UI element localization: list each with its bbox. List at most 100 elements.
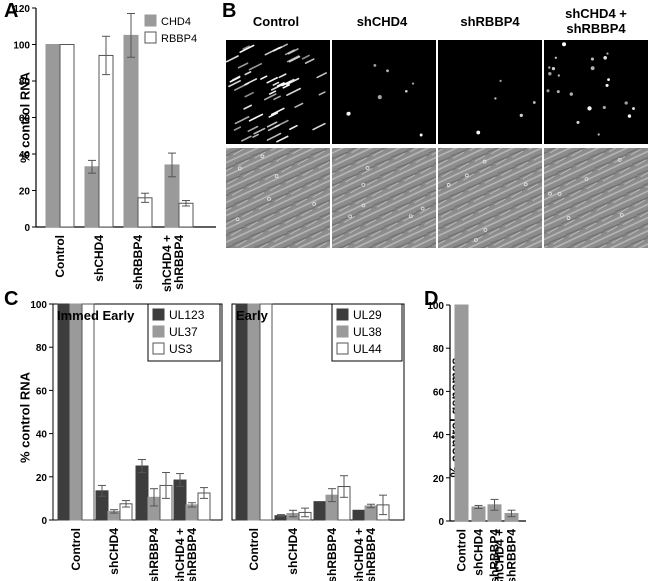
category-label: Control bbox=[455, 529, 469, 572]
fluorescent-cell bbox=[244, 71, 252, 76]
fluorescent-cell bbox=[373, 63, 377, 67]
category-label-line: shCHD4 + bbox=[173, 528, 187, 581]
phase-cell-spot bbox=[464, 173, 469, 178]
micrograph-col-label-shrbbp4: shRBBP4 bbox=[460, 14, 520, 29]
fluorescent-cell bbox=[270, 82, 286, 91]
y-tick-label: 60 bbox=[433, 387, 445, 398]
category-label-line: shCHD4 bbox=[286, 528, 300, 575]
legend-swatch-rbbp4 bbox=[144, 31, 157, 44]
fluorescent-cell bbox=[243, 104, 253, 110]
category-label: shRBBP4 bbox=[325, 528, 339, 581]
fluorescent-cell bbox=[548, 72, 552, 76]
category-label-line: shCHD4 bbox=[92, 235, 106, 282]
y-tick-label: 80 bbox=[19, 77, 31, 88]
phase-cell-spot bbox=[482, 159, 487, 164]
fluorescent-cell bbox=[234, 116, 250, 125]
fluorescent-cell bbox=[569, 92, 573, 96]
legend-label-ul123: UL123 bbox=[169, 308, 205, 322]
phase-cell-spot bbox=[361, 183, 366, 187]
fluorescent-cell bbox=[562, 42, 567, 47]
phase-cell-spot bbox=[235, 217, 240, 222]
fluorescent-cell bbox=[270, 107, 285, 116]
fluorescent-cell bbox=[239, 44, 255, 53]
y-tick-label: 40 bbox=[433, 431, 445, 442]
y-tick-label: 0 bbox=[24, 223, 30, 234]
fluorescent-cell bbox=[532, 101, 536, 104]
legend-label-ul38: UL38 bbox=[353, 325, 382, 339]
category-label-line: Control bbox=[455, 529, 469, 572]
micrograph-col-label-shchd4: shCHD4 bbox=[356, 14, 408, 29]
fluorescent-cell bbox=[632, 107, 635, 110]
legend-label-ul37: UL37 bbox=[169, 325, 198, 339]
fluorescence-image-2 bbox=[438, 40, 542, 144]
fluorescent-cell bbox=[286, 87, 301, 96]
chart-title: Immed Early bbox=[57, 308, 135, 323]
fluorescent-cell bbox=[499, 79, 502, 82]
category-label-line: shRBBP4 bbox=[325, 528, 339, 581]
category-label: shRBBP4 bbox=[488, 529, 502, 581]
phase-cell-spot bbox=[523, 182, 528, 187]
category-label-line: shRBBP4 bbox=[488, 529, 502, 581]
phase-cell-spot bbox=[619, 213, 624, 217]
fluorescent-cell bbox=[590, 57, 595, 61]
phase-cell-spot bbox=[446, 183, 451, 187]
fluorescence-image-3 bbox=[544, 40, 648, 144]
fluorescent-cell bbox=[233, 126, 242, 131]
fluorescent-cell bbox=[276, 82, 285, 87]
bar-ul44-0 bbox=[259, 303, 273, 521]
bar-rbbp4-0 bbox=[59, 44, 75, 228]
panel-letter-c: C bbox=[4, 288, 19, 310]
fluorescent-cell bbox=[294, 102, 304, 109]
phase-contrast-image-1 bbox=[332, 148, 436, 248]
panel-letter-a: A bbox=[4, 0, 19, 22]
fluorescent-cell bbox=[284, 49, 296, 56]
fluorescent-cell bbox=[386, 69, 389, 73]
fluorescent-cell bbox=[576, 120, 580, 124]
fluorescent-cell bbox=[244, 78, 258, 86]
fluorescent-cell bbox=[268, 90, 277, 95]
fluorescent-cell bbox=[264, 47, 280, 56]
fluorescent-cell bbox=[318, 91, 326, 96]
fluorescent-cell bbox=[228, 79, 241, 88]
fluorescent-cell bbox=[316, 72, 327, 79]
legend-label-us3: US3 bbox=[169, 342, 193, 356]
fluorescent-cell bbox=[551, 67, 556, 71]
micrograph-col-label-control: Control bbox=[252, 14, 300, 29]
category-label-line: shCHD4 + bbox=[493, 529, 507, 581]
fluorescent-cell bbox=[548, 66, 551, 69]
category-label: shCHD4 +shRBBP4 bbox=[160, 235, 186, 292]
fluorescence-image-1 bbox=[332, 40, 436, 144]
category-label-line: Control bbox=[69, 528, 83, 571]
phase-contrast-image-0 bbox=[226, 148, 330, 248]
fluorescence-image-0 bbox=[226, 40, 330, 144]
legend-label-ul44: UL44 bbox=[353, 342, 382, 356]
y-tick-label: 20 bbox=[433, 474, 445, 485]
legend-label-ul29: UL29 bbox=[353, 308, 382, 322]
category-label: Control bbox=[53, 235, 67, 278]
fluorescent-cell bbox=[273, 95, 281, 101]
y-tick-label: 80 bbox=[36, 343, 48, 354]
phase-cell-spot bbox=[365, 166, 370, 170]
phase-cell-spot bbox=[420, 206, 425, 211]
fluorescent-cell bbox=[268, 112, 279, 118]
category-label-line: Control bbox=[247, 528, 261, 571]
category-label: shCHD4 +shRBBP4 bbox=[493, 529, 519, 581]
category-label-line: shCHD4 bbox=[107, 528, 121, 575]
legend-label-chd4: CHD4 bbox=[161, 16, 191, 28]
legend-swatch-ul29 bbox=[336, 308, 349, 321]
fluorescent-cell bbox=[266, 121, 278, 128]
category-label: shCHD4 bbox=[472, 529, 486, 576]
category-label-line: shRBBP4 bbox=[172, 235, 186, 290]
fluorescent-cell bbox=[263, 93, 277, 101]
fluorescent-cell bbox=[557, 74, 560, 77]
fluorescent-cell bbox=[285, 77, 300, 86]
fluorescent-cell bbox=[590, 66, 595, 71]
fluorescent-cell bbox=[286, 55, 300, 63]
category-label-line: shRBBP4 bbox=[364, 528, 378, 581]
fluorescent-cell bbox=[605, 83, 609, 87]
category-label-line: shRBBP4 bbox=[505, 529, 519, 581]
fluorescent-cell bbox=[248, 113, 264, 122]
fluorescent-cell bbox=[556, 90, 560, 94]
